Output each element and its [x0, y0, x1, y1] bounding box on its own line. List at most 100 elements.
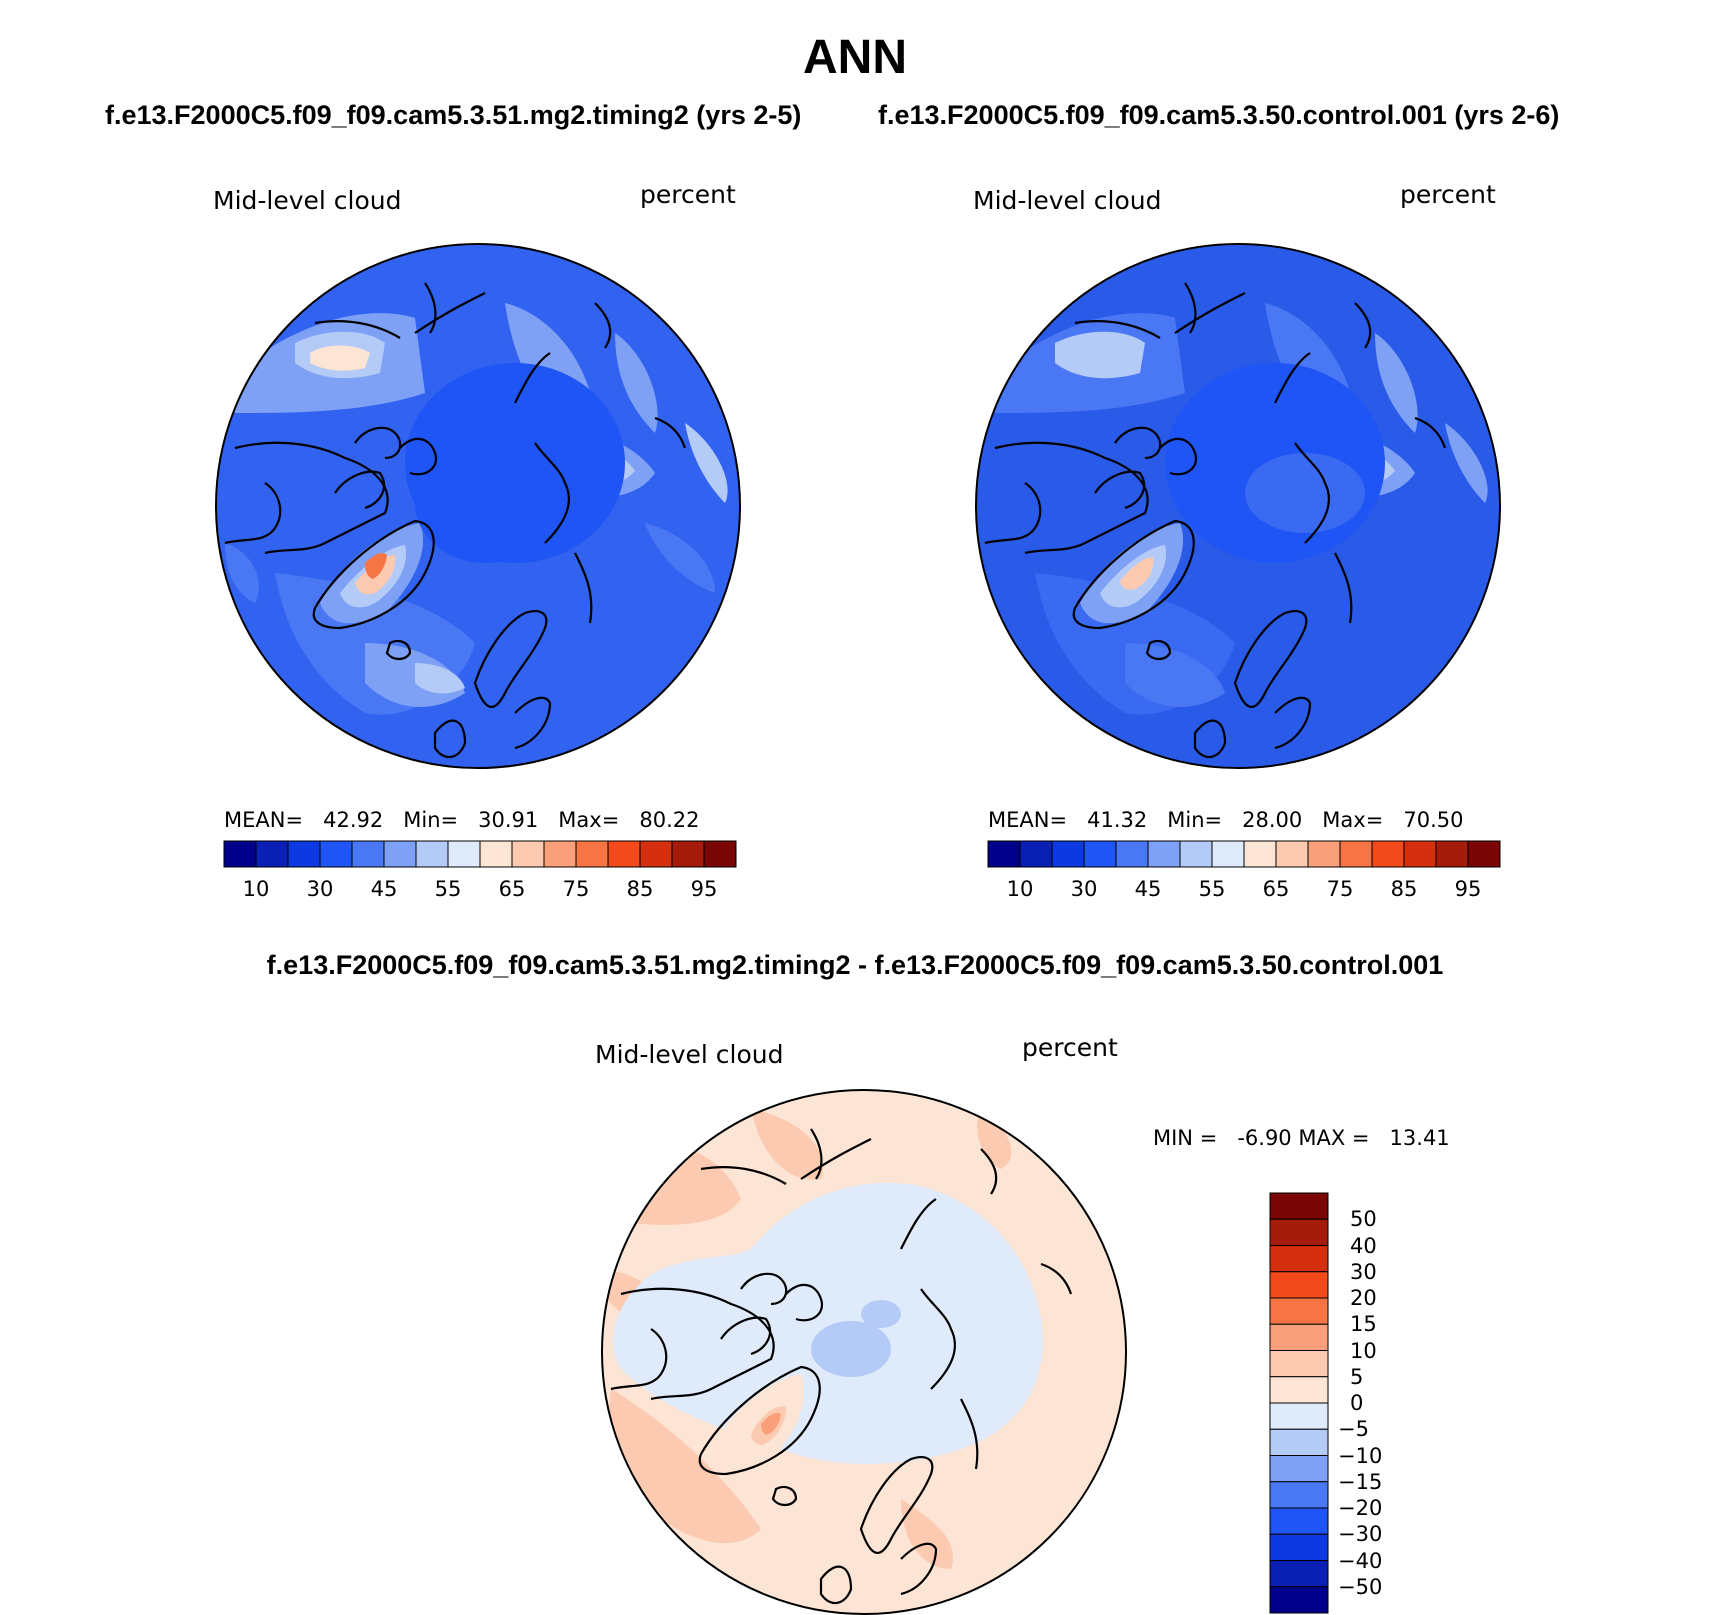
control-colorbar-swatch: [1179, 840, 1213, 868]
control-colorbar-swatch: [1115, 840, 1149, 868]
test-colorbar-swatch: [511, 840, 545, 868]
diff-colorbar-tick-label: 10: [1350, 1338, 1377, 1363]
diff-colorbar-swatch: [1269, 1507, 1329, 1535]
diff-min-label: MIN =: [1153, 1126, 1218, 1150]
diff-field-label: Mid-level cloud: [595, 1040, 784, 1069]
test-max-value: 80.22: [639, 808, 700, 832]
control-colorbar-tick-label: 65: [1262, 877, 1290, 901]
control-colorbar-swatch: [1051, 840, 1085, 868]
test-colorbar-swatch: [287, 840, 321, 868]
test-colorbar-tick-label: 10: [242, 877, 270, 901]
control-max-value: 70.50: [1403, 808, 1464, 832]
main-title: ANN: [803, 31, 907, 84]
diff-colorbar-swatch: [1269, 1376, 1329, 1404]
control-colorbar-tick-label: 10: [1006, 877, 1034, 901]
control-colorbar-swatch: [1339, 840, 1373, 868]
test-colorbar-swatch: [223, 840, 257, 868]
diff-colorbar-swatch: [1269, 1560, 1329, 1588]
diff-title: f.e13.F2000C5.f09_f09.cam5.3.51.mg2.timi…: [266, 950, 1444, 980]
control-colorbar-swatch: [1467, 840, 1501, 868]
diff-colorbar-tick-label: 30: [1350, 1259, 1377, 1284]
diff-min-value: -6.90: [1237, 1126, 1292, 1150]
diff-colorbar-tick-label: −30: [1338, 1522, 1383, 1547]
diff-colorbar-swatch: [1269, 1586, 1329, 1614]
test-min-label: Min=: [403, 808, 459, 832]
diff-colorbar-swatch: [1269, 1297, 1329, 1325]
diff-colorbar-swatch: [1269, 1402, 1329, 1430]
test-colorbar-swatch: [703, 840, 737, 868]
control-case-title: f.e13.F2000C5.f09_f09.cam5.3.50.control.…: [878, 100, 1560, 130]
test-colorbar-swatch: [607, 840, 641, 868]
diff-colorbar-tick-label: 0: [1350, 1391, 1364, 1415]
diff-colorbar-swatch: [1269, 1245, 1329, 1273]
diff-minmax: MIN = -6.90 MAX = 13.41: [1153, 1126, 1450, 1150]
diff-colorbar-tick-label: 40: [1350, 1233, 1377, 1258]
test-mean-label: MEAN=: [224, 808, 304, 832]
test-colorbar-swatch: [575, 840, 609, 868]
diff-colorbar: [1269, 1192, 1329, 1614]
test-colorbar-swatch: [639, 840, 673, 868]
control-colorbar-labels: 10 30 45 55 65 75 85 95: [988, 877, 1500, 903]
test-colorbar-labels: 10 30 45 55 65 75 85 95: [224, 877, 736, 903]
test-field-label: Mid-level cloud: [213, 186, 402, 215]
test-colorbar-swatch: [671, 840, 705, 868]
test-stats: MEAN= 42.92 Min= 30.91 Max= 80.22: [224, 808, 699, 832]
diff-max-value: 13.41: [1389, 1126, 1450, 1150]
control-colorbar-swatch: [1307, 840, 1341, 868]
diff-colorbar-tick-label: −5: [1338, 1417, 1369, 1442]
test-colorbar-tick-label: 30: [306, 877, 334, 901]
diff-colorbar-swatch: [1269, 1218, 1329, 1246]
control-colorbar-tick-label: 55: [1198, 877, 1226, 901]
control-max-label: Max=: [1322, 808, 1384, 832]
test-colorbar-swatch: [447, 840, 481, 868]
diff-colorbar-swatch: [1269, 1481, 1329, 1509]
diff-colorbar-swatch: [1269, 1271, 1329, 1299]
control-colorbar-swatch: [987, 840, 1021, 868]
test-colorbar-swatch: [255, 840, 289, 868]
control-colorbar-swatch: [1243, 840, 1277, 868]
test-colorbar-tick-label: 95: [690, 877, 718, 901]
diff-colorbar-swatch: [1269, 1350, 1329, 1378]
diff-colorbar-swatch: [1269, 1192, 1329, 1220]
test-colorbar-swatch: [351, 840, 385, 868]
test-colorbar-tick-label: 85: [626, 877, 654, 901]
control-mean-value: 41.32: [1087, 808, 1148, 832]
test-colorbar-tick-label: 65: [498, 877, 526, 901]
diff-polar-map: [601, 1089, 1127, 1615]
control-colorbar: [987, 840, 1501, 868]
control-colorbar-swatch: [1403, 840, 1437, 868]
test-case-title: f.e13.F2000C5.f09_f09.cam5.3.51.mg2.timi…: [105, 100, 802, 130]
control-mean-label: MEAN=: [988, 808, 1068, 832]
test-colorbar-swatch: [479, 840, 513, 868]
control-min-value: 28.00: [1242, 808, 1303, 832]
test-colorbar-tick-label: 45: [370, 877, 398, 901]
control-field-label: Mid-level cloud: [973, 186, 1162, 215]
control-colorbar-tick-label: 85: [1390, 877, 1418, 901]
control-colorbar-tick-label: 95: [1454, 877, 1482, 901]
diff-colorbar-tick-label: 15: [1350, 1312, 1377, 1337]
diff-units-label: percent: [1022, 1033, 1118, 1062]
test-mean-value: 42.92: [323, 808, 384, 832]
diff-max-label: MAX =: [1298, 1126, 1370, 1150]
test-colorbar-tick-label: 55: [434, 877, 462, 901]
control-min-label: Min=: [1167, 808, 1223, 832]
diff-colorbar-tick-label: 20: [1350, 1286, 1377, 1310]
diff-colorbar-tick-label: −10: [1338, 1443, 1383, 1468]
test-polar-map: [215, 243, 741, 769]
control-colorbar-swatch: [1435, 840, 1469, 868]
control-colorbar-swatch: [1211, 840, 1245, 868]
control-colorbar-swatch: [1275, 840, 1309, 868]
control-units-label: percent: [1400, 180, 1496, 209]
control-colorbar-tick-label: 30: [1070, 877, 1098, 901]
control-colorbar-swatch: [1147, 840, 1181, 868]
test-colorbar-swatch: [543, 840, 577, 868]
control-colorbar-swatch: [1083, 840, 1117, 868]
test-min-value: 30.91: [478, 808, 539, 832]
test-colorbar-swatch: [415, 840, 449, 868]
control-colorbar-swatch: [1371, 840, 1405, 868]
control-colorbar-tick-label: 45: [1134, 877, 1162, 901]
control-stats: MEAN= 41.32 Min= 28.00 Max= 70.50: [988, 808, 1463, 832]
test-colorbar-swatch: [319, 840, 353, 868]
test-colorbar: [223, 840, 737, 868]
diff-colorbar-tick-label: 5: [1350, 1364, 1364, 1389]
